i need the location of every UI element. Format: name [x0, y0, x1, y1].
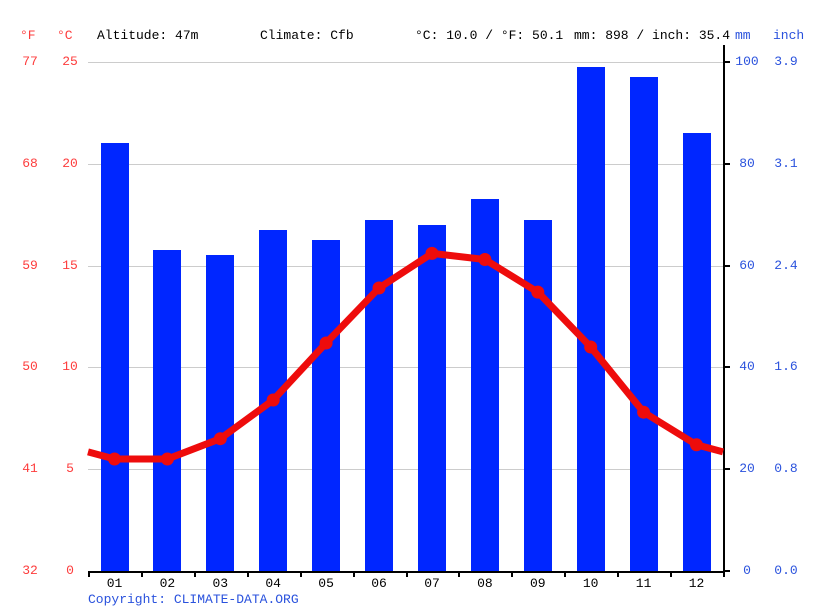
grid-line — [88, 163, 723, 165]
left-axis-c-label: 0 — [66, 563, 74, 578]
mm-unit-label: mm — [735, 28, 751, 43]
x-axis-tick — [352, 571, 355, 577]
precip-bar-04 — [259, 230, 288, 571]
copyright-link[interactable]: CLIMATE-DATA.ORG — [173, 592, 299, 607]
precip-bar-01 — [100, 143, 129, 571]
right-axis-inch-label: 3.9 — [774, 54, 798, 69]
month-label-06: 06 — [371, 576, 387, 591]
left-axis-f-label: 32 — [22, 563, 38, 578]
month-label-05: 05 — [318, 576, 334, 591]
annual-temp-label: °C: 10.0 / °F: 50.1 — [415, 28, 564, 43]
month-label-08: 08 — [477, 576, 493, 591]
precip-bar-11 — [629, 77, 658, 571]
left-axis-c-label: 15 — [62, 257, 78, 273]
precip-bar-09 — [523, 219, 552, 571]
grid-line — [88, 469, 723, 471]
month-label-02: 02 — [159, 576, 176, 591]
left-axis-c-label: 20 — [62, 155, 78, 171]
month-label-04: 04 — [265, 576, 281, 591]
right-axis-mm-label: 40 — [739, 359, 755, 375]
temperature-line — [87, 249, 724, 463]
right-axis-inch-label: 0.8 — [774, 461, 798, 477]
right-axis-tick — [723, 61, 730, 63]
month-label-11: 11 — [635, 576, 652, 591]
inch-unit-label: inch — [773, 28, 805, 43]
x-axis-tick — [564, 571, 567, 577]
x-axis-tick — [670, 571, 673, 577]
right-axis-mm-label: 60 — [739, 257, 755, 273]
grid-line — [88, 265, 723, 267]
month-label-10: 10 — [582, 576, 599, 591]
x-axis-tick — [511, 571, 514, 577]
right-axis-tick — [723, 366, 730, 369]
month-label-07: 07 — [424, 576, 440, 591]
left-axis-c-label: 25 — [62, 54, 78, 69]
precip-bar-03 — [206, 255, 235, 571]
altitude-label: Altitude: 47m — [97, 28, 199, 43]
x-axis-tick — [617, 571, 620, 577]
annual-precip-label: mm: 898 / inch: 35.4 — [574, 28, 731, 43]
x-axis-tick — [299, 571, 302, 577]
month-label-12: 12 — [688, 576, 705, 591]
celsius-unit-label: °C — [57, 28, 73, 43]
left-axis-f-label: 59 — [22, 257, 38, 273]
precip-bar-10 — [576, 67, 605, 571]
right-axis-mm-label: 20 — [739, 461, 755, 477]
precip-bar-12 — [682, 133, 711, 571]
left-axis-f-label: 50 — [22, 359, 38, 375]
right-axis-line — [723, 45, 725, 573]
precip-bar-07 — [418, 224, 446, 571]
grid-line — [88, 367, 723, 369]
right-axis-mm-label: 100 — [735, 54, 759, 69]
copyright: Copyright: CLIMATE-DATA.ORG — [88, 592, 299, 607]
left-axis-f-label: 41 — [22, 461, 38, 477]
x-axis-tick — [405, 571, 408, 577]
precip-bar-06 — [365, 219, 393, 571]
month-label-09: 09 — [529, 576, 546, 591]
x-axis-tick — [140, 571, 143, 577]
x-axis-tick — [246, 571, 249, 577]
x-axis-tick — [723, 571, 725, 577]
right-axis-mm-label: 80 — [739, 155, 755, 171]
right-axis-inch-label: 2.4 — [774, 257, 798, 273]
grid-line — [88, 62, 723, 63]
right-axis-inch-label: 1.6 — [774, 359, 798, 375]
precip-bar-05 — [312, 240, 341, 571]
left-axis-f-label: 68 — [22, 155, 38, 171]
precip-bar-02 — [153, 250, 182, 571]
x-axis-tick — [193, 571, 196, 577]
left-axis-c-label: 10 — [62, 359, 78, 375]
x-axis-tick — [458, 571, 461, 577]
right-axis-tick — [723, 264, 730, 267]
right-axis-inch-label: 3.1 — [774, 155, 798, 171]
precip-bar-08 — [470, 199, 499, 571]
month-label-01: 01 — [106, 576, 123, 591]
left-axis-f-label: 77 — [22, 54, 38, 69]
right-axis-tick — [723, 570, 730, 572]
climate-class-label: Climate: Cfb — [260, 28, 354, 43]
right-axis-tick — [723, 162, 730, 165]
x-axis-tick — [88, 571, 90, 577]
month-label-03: 03 — [212, 576, 229, 591]
right-axis-mm-label: 0 — [743, 563, 751, 578]
left-axis-c-label: 5 — [66, 461, 74, 477]
copyright-label: Copyright: — [88, 592, 167, 607]
right-axis-tick — [723, 468, 730, 471]
right-axis-inch-label: 0.0 — [774, 563, 798, 578]
fahrenheit-unit-label: °F — [20, 28, 36, 43]
